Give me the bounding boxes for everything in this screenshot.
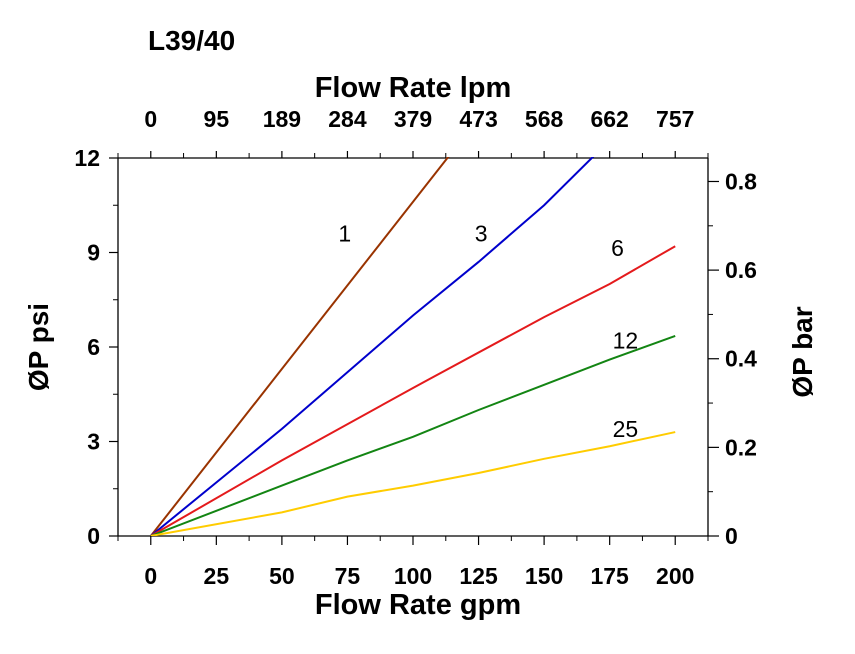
x-tick-label: 50	[269, 563, 295, 589]
series-label-1: 1	[338, 221, 351, 247]
chart-title: L39/40	[148, 25, 235, 56]
y-tick-label: 9	[87, 240, 100, 266]
top-x-tick-label: 284	[328, 106, 367, 132]
y-tick-label: 12	[74, 145, 100, 171]
x-tick-label: 125	[459, 563, 498, 589]
series-label-25: 25	[613, 416, 639, 442]
x-axis-title: Flow Rate gpm	[315, 589, 521, 621]
y-tick-label: 3	[87, 429, 100, 455]
series-label-3: 3	[475, 221, 488, 247]
series-line-1	[149, 157, 450, 536]
top-x-tick-label: 473	[459, 106, 497, 132]
series-line-25	[150, 431, 676, 536]
x-tick-label: 25	[204, 563, 230, 589]
series-label-6: 6	[611, 235, 624, 261]
top-x-tick-label: 662	[590, 106, 628, 132]
top-x-tick-label: 95	[204, 106, 230, 132]
x-tick-label: 0	[144, 563, 157, 589]
x-tick-label: 100	[394, 563, 432, 589]
top-x-tick-label: 379	[394, 106, 432, 132]
y-tick-label: 0	[87, 523, 100, 549]
top-x-tick-label: 0	[144, 106, 157, 132]
x-tick-label: 175	[590, 563, 629, 589]
series-labels-group: 1 3 6 12 25	[338, 221, 638, 442]
series-lines-group	[149, 157, 676, 536]
top-x-tick-label: 568	[525, 106, 564, 132]
top-x-tick-label: 757	[656, 106, 694, 132]
top-x-tick-label: 189	[263, 106, 301, 132]
axes-group: 0025955018975284100379125473150568175662…	[74, 106, 757, 589]
y2-tick-label: 0.6	[725, 257, 757, 283]
top-axis-title: Flow Rate lpm	[315, 72, 512, 104]
y2-tick-label: 0	[725, 523, 738, 549]
y-axis-title: ØP psi	[23, 303, 54, 391]
x-tick-label: 200	[656, 563, 694, 589]
y2-axis-title: ØP bar	[787, 306, 818, 397]
x-tick-label: 150	[525, 563, 563, 589]
series-label-12: 12	[613, 328, 639, 354]
y2-tick-label: 0.4	[725, 346, 757, 372]
y2-tick-label: 0.2	[725, 434, 757, 460]
series-line-6	[150, 245, 676, 536]
series-line-12	[150, 335, 676, 536]
y-tick-label: 6	[87, 334, 100, 360]
series-line-3	[150, 157, 595, 536]
y2-tick-label: 0.8	[725, 168, 757, 194]
x-tick-label: 75	[335, 563, 361, 589]
